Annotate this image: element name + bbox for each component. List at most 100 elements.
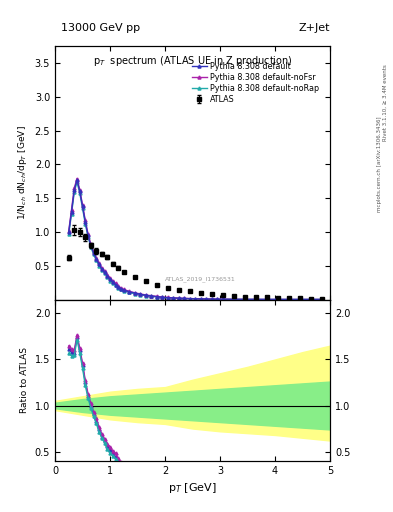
Pythia 8.308 default bbox=[309, 296, 313, 303]
Pythia 8.308 default bbox=[77, 188, 82, 195]
Pythia 8.308 default bbox=[99, 266, 104, 272]
Pythia 8.308 default-noRap bbox=[119, 286, 123, 292]
Pythia 8.308 default-noFsr bbox=[143, 292, 148, 298]
Legend: Pythia 8.308 default, Pythia 8.308 default-noFsr, Pythia 8.308 default-noRap, AT: Pythia 8.308 default, Pythia 8.308 defau… bbox=[191, 60, 321, 105]
Pythia 8.308 default bbox=[80, 203, 85, 209]
Pythia 8.308 default-noFsr bbox=[182, 295, 187, 302]
Pythia 8.308 default-noFsr bbox=[88, 241, 93, 247]
Pythia 8.308 default bbox=[83, 219, 88, 225]
Pythia 8.308 default-noRap bbox=[99, 267, 104, 273]
Pythia 8.308 default-noFsr bbox=[113, 280, 118, 286]
Pythia 8.308 default-noRap bbox=[72, 189, 77, 195]
Pythia 8.308 default-noRap bbox=[149, 293, 154, 300]
Text: ATLAS_2019_I1736531: ATLAS_2019_I1736531 bbox=[165, 276, 236, 282]
Pythia 8.308 default bbox=[182, 295, 187, 302]
Pythia 8.308 default bbox=[116, 284, 121, 290]
Pythia 8.308 default-noFsr bbox=[75, 176, 79, 182]
Pythia 8.308 default-noRap bbox=[253, 296, 258, 303]
Pythia 8.308 default bbox=[264, 296, 269, 303]
Pythia 8.308 default bbox=[138, 291, 143, 297]
Pythia 8.308 default-noRap bbox=[231, 296, 236, 303]
Pythia 8.308 default-noRap bbox=[127, 289, 132, 295]
X-axis label: p$_{T}$ [GeV]: p$_{T}$ [GeV] bbox=[168, 481, 217, 495]
Pythia 8.308 default-noRap bbox=[83, 221, 88, 227]
Pythia 8.308 default-noRap bbox=[86, 233, 90, 240]
Pythia 8.308 default-noFsr bbox=[77, 187, 82, 193]
Pythia 8.308 default-noRap bbox=[209, 296, 214, 302]
Pythia 8.308 default-noRap bbox=[66, 231, 71, 237]
Pythia 8.308 default-noFsr bbox=[275, 296, 280, 303]
Pythia 8.308 default-noFsr bbox=[91, 248, 96, 254]
Pythia 8.308 default bbox=[215, 296, 220, 302]
Pythia 8.308 default bbox=[149, 293, 154, 299]
Pythia 8.308 default-noFsr bbox=[138, 291, 143, 297]
Pythia 8.308 default-noRap bbox=[88, 244, 93, 250]
Pythia 8.308 default-noFsr bbox=[176, 295, 181, 301]
Pythia 8.308 default-noFsr bbox=[97, 260, 101, 266]
Pythia 8.308 default-noRap bbox=[154, 294, 159, 300]
Pythia 8.308 default-noFsr bbox=[204, 296, 209, 302]
Y-axis label: 1/N$_{ch}$ dN$_{ch}$/dp$_{T}$ [GeV]: 1/N$_{ch}$ dN$_{ch}$/dp$_{T}$ [GeV] bbox=[16, 125, 29, 220]
Pythia 8.308 default-noRap bbox=[165, 295, 170, 301]
Pythia 8.308 default-noRap bbox=[204, 296, 209, 302]
Pythia 8.308 default-noFsr bbox=[171, 295, 176, 301]
Pythia 8.308 default bbox=[97, 261, 101, 267]
Pythia 8.308 default-noFsr bbox=[119, 285, 123, 291]
Pythia 8.308 default-noRap bbox=[176, 295, 181, 302]
Pythia 8.308 default-noRap bbox=[94, 257, 99, 263]
Pythia 8.308 default bbox=[121, 287, 126, 293]
Pythia 8.308 default-noRap bbox=[275, 296, 280, 303]
Pythia 8.308 default-noFsr bbox=[264, 296, 269, 303]
Pythia 8.308 default-noRap bbox=[77, 190, 82, 197]
Pythia 8.308 default-noRap bbox=[132, 291, 137, 297]
Pythia 8.308 default bbox=[127, 289, 132, 295]
Pythia 8.308 default-noRap bbox=[320, 296, 324, 303]
Pythia 8.308 default-noFsr bbox=[80, 202, 85, 208]
Text: Z+Jet: Z+Jet bbox=[299, 23, 330, 33]
Pythia 8.308 default bbox=[298, 296, 302, 303]
Pythia 8.308 default bbox=[132, 290, 137, 296]
Pythia 8.308 default-noFsr bbox=[102, 268, 107, 274]
Pythia 8.308 default-noFsr bbox=[298, 296, 302, 303]
Pythia 8.308 default bbox=[286, 296, 291, 303]
Pythia 8.308 default-noFsr bbox=[83, 218, 88, 224]
Pythia 8.308 default-noRap bbox=[121, 288, 126, 294]
Pythia 8.308 default-noRap bbox=[215, 296, 220, 302]
Pythia 8.308 default-noFsr bbox=[198, 296, 203, 302]
Pythia 8.308 default bbox=[108, 276, 112, 282]
Pythia 8.308 default-noFsr bbox=[154, 293, 159, 300]
Pythia 8.308 default bbox=[94, 256, 99, 262]
Pythia 8.308 default-noFsr bbox=[105, 271, 110, 278]
Pythia 8.308 default-noFsr bbox=[110, 278, 115, 284]
Pythia 8.308 default-noRap bbox=[97, 263, 101, 269]
Pythia 8.308 default-noFsr bbox=[116, 283, 121, 289]
Pythia 8.308 default-noFsr bbox=[187, 295, 192, 302]
Pythia 8.308 default-noRap bbox=[138, 292, 143, 298]
Pythia 8.308 default-noFsr bbox=[253, 296, 258, 303]
Pythia 8.308 default-noFsr bbox=[72, 185, 77, 191]
Pythia 8.308 default-noRap bbox=[198, 296, 203, 302]
Pythia 8.308 default bbox=[105, 273, 110, 279]
Pythia 8.308 default-noFsr bbox=[127, 288, 132, 294]
Pythia 8.308 default-noRap bbox=[193, 296, 198, 302]
Pythia 8.308 default-noFsr bbox=[121, 286, 126, 292]
Pythia 8.308 default-noFsr bbox=[108, 275, 112, 281]
Pythia 8.308 default-noRap bbox=[309, 296, 313, 303]
Pythia 8.308 default-noRap bbox=[105, 274, 110, 280]
Pythia 8.308 default-noRap bbox=[160, 294, 165, 301]
Pythia 8.308 default-noFsr bbox=[69, 206, 74, 212]
Pythia 8.308 default-noRap bbox=[242, 296, 247, 303]
Pythia 8.308 default-noFsr bbox=[286, 296, 291, 303]
Pythia 8.308 default bbox=[88, 242, 93, 248]
Pythia 8.308 default-noFsr bbox=[220, 296, 225, 302]
Pythia 8.308 default-noFsr bbox=[193, 295, 198, 302]
Pythia 8.308 default-noRap bbox=[298, 296, 302, 303]
Pythia 8.308 default-noRap bbox=[69, 210, 74, 217]
Pythia 8.308 default-noFsr bbox=[132, 290, 137, 296]
Pythia 8.308 default-noRap bbox=[110, 280, 115, 286]
Pythia 8.308 default-noRap bbox=[116, 285, 121, 291]
Pythia 8.308 default bbox=[275, 296, 280, 303]
Pythia 8.308 default-noFsr bbox=[209, 296, 214, 302]
Pythia 8.308 default-noFsr bbox=[66, 227, 71, 233]
Pythia 8.308 default bbox=[171, 295, 176, 301]
